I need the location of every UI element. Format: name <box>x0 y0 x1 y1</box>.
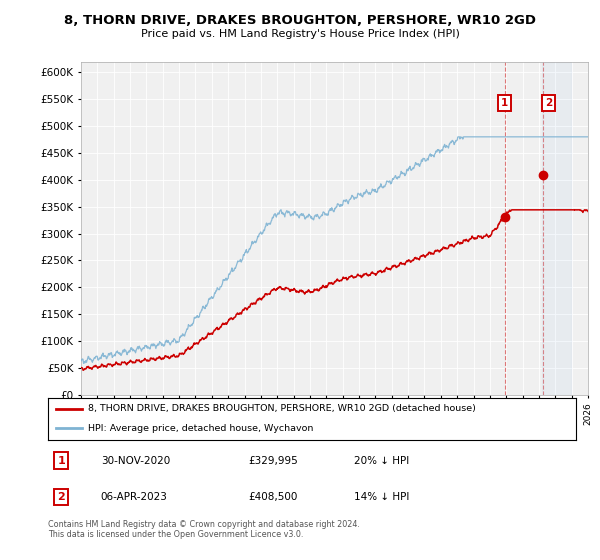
Text: 1: 1 <box>501 98 509 108</box>
Text: 2: 2 <box>545 98 552 108</box>
Text: 14% ↓ HPI: 14% ↓ HPI <box>354 492 410 502</box>
Text: 2: 2 <box>58 492 65 502</box>
Text: 8, THORN DRIVE, DRAKES BROUGHTON, PERSHORE, WR10 2GD: 8, THORN DRIVE, DRAKES BROUGHTON, PERSHO… <box>64 14 536 27</box>
Bar <box>542 62 571 395</box>
Text: 8, THORN DRIVE, DRAKES BROUGHTON, PERSHORE, WR10 2GD (detached house): 8, THORN DRIVE, DRAKES BROUGHTON, PERSHO… <box>88 404 475 413</box>
Text: £329,995: £329,995 <box>248 456 298 465</box>
Text: 06-APR-2023: 06-APR-2023 <box>101 492 167 502</box>
Text: 20% ↓ HPI: 20% ↓ HPI <box>354 456 409 465</box>
Text: 1: 1 <box>58 456 65 465</box>
Text: £408,500: £408,500 <box>248 492 298 502</box>
Text: Contains HM Land Registry data © Crown copyright and database right 2024.
This d: Contains HM Land Registry data © Crown c… <box>48 520 360 539</box>
Text: 30-NOV-2020: 30-NOV-2020 <box>101 456 170 465</box>
Text: Price paid vs. HM Land Registry's House Price Index (HPI): Price paid vs. HM Land Registry's House … <box>140 29 460 39</box>
Text: HPI: Average price, detached house, Wychavon: HPI: Average price, detached house, Wych… <box>88 424 313 433</box>
